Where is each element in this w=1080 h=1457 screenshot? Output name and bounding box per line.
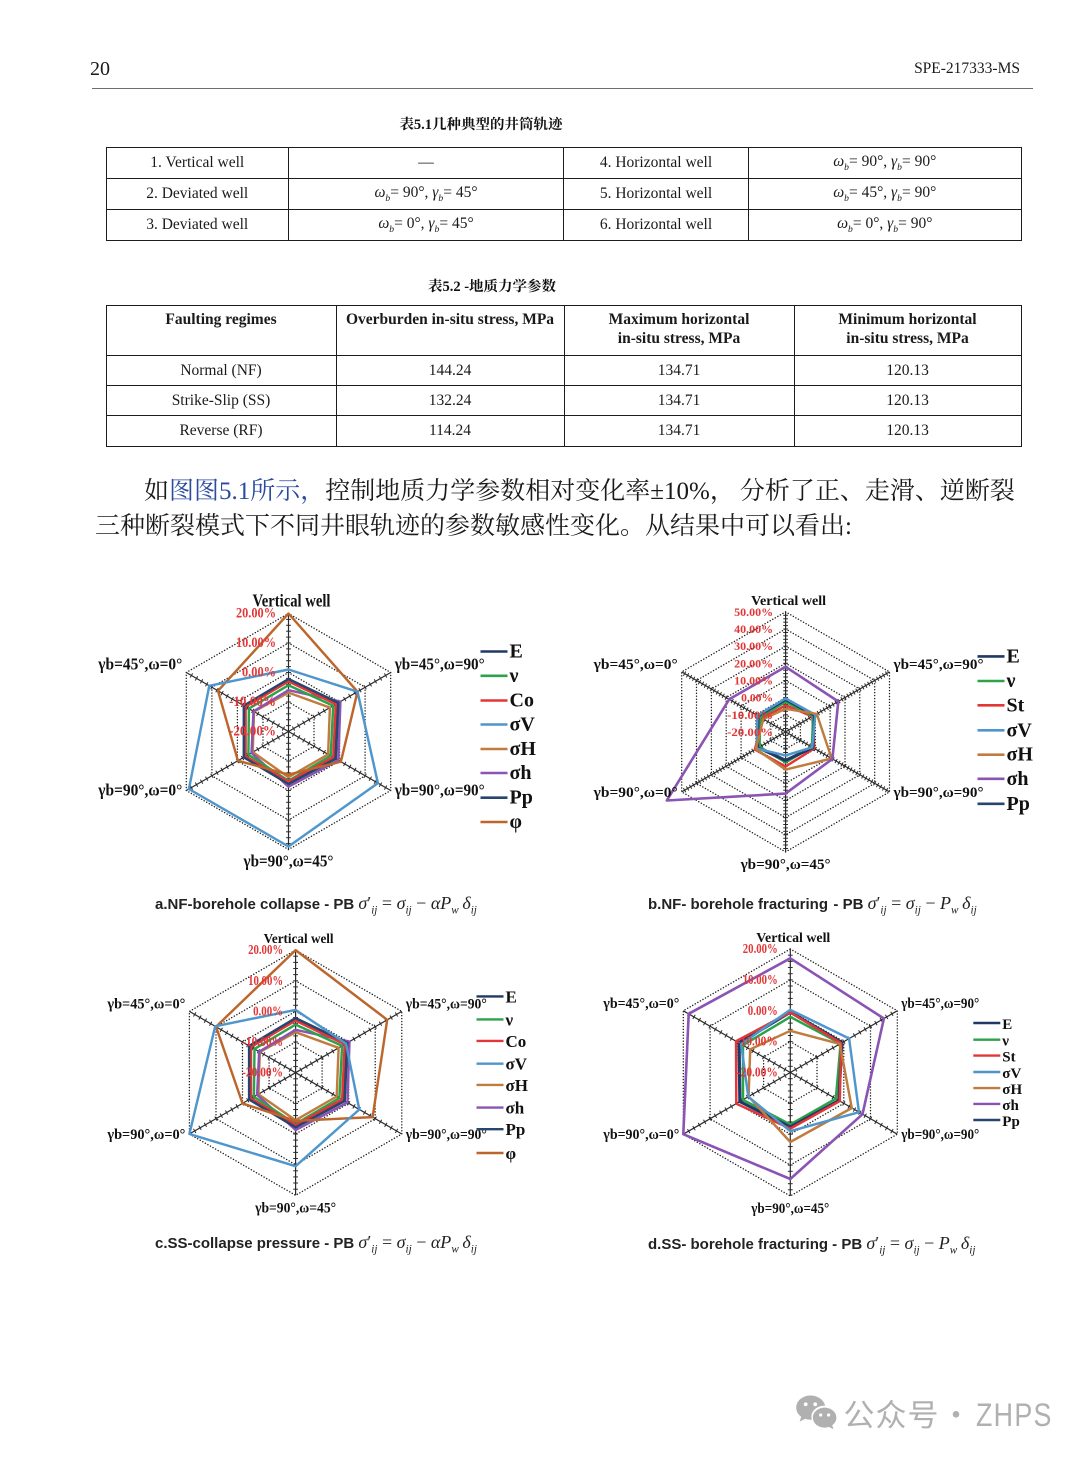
svg-text:-20.00%: -20.00% (737, 1066, 778, 1081)
svg-text:σV: σV (1002, 1066, 1021, 1082)
svg-text:Vertical well: Vertical well (751, 594, 826, 609)
svg-text:Vertical well: Vertical well (264, 931, 334, 946)
svg-text:γb=45°,ω=0°: γb=45°,ω=0° (593, 657, 678, 673)
svg-text:σh: σh (1002, 1098, 1019, 1114)
svg-text:ν: ν (505, 1010, 514, 1029)
svg-text:γb=45°,ω=0°: γb=45°,ω=0° (97, 655, 182, 674)
svg-text:σV: σV (510, 714, 536, 736)
svg-text:0.00%: 0.00% (741, 691, 773, 705)
svg-text:0.00%: 0.00% (253, 1004, 283, 1019)
svg-text:σH: σH (506, 1076, 528, 1095)
svg-text:γb=90°,ω=45°: γb=90°,ω=45° (254, 1200, 336, 1216)
svg-text:σV: σV (1007, 719, 1033, 741)
svg-text:γb=90°,ω=90°: γb=90°,ω=90° (892, 785, 983, 801)
svg-text:γb=90°,ω=45°: γb=90°,ω=45° (243, 852, 334, 871)
svg-text:20.00%: 20.00% (236, 606, 276, 622)
svg-text:Co: Co (510, 690, 534, 712)
svg-text:γb=90°,ω=0°: γb=90°,ω=0° (602, 1127, 679, 1143)
svg-text:ν: ν (1001, 1034, 1009, 1050)
svg-text:σh: σh (506, 1099, 525, 1118)
svg-text:E: E (506, 987, 517, 1006)
svg-text:φ: φ (506, 1144, 517, 1163)
svg-text:20.00%: 20.00% (248, 943, 283, 958)
svg-text:Vertical well: Vertical well (756, 931, 830, 946)
svg-text:σh: σh (510, 762, 532, 784)
svg-text:σH: σH (1002, 1082, 1022, 1098)
svg-text:20.00%: 20.00% (734, 656, 773, 670)
svg-text:γb=90°,ω=45°: γb=90°,ω=45° (750, 1201, 829, 1217)
svg-text:10.00%: 10.00% (248, 974, 283, 989)
svg-text:ν: ν (509, 665, 519, 687)
svg-text:σH: σH (1007, 744, 1034, 766)
svg-text:10.00%: 10.00% (743, 973, 778, 988)
svg-text:σh: σh (1007, 768, 1029, 790)
svg-text:γb=90°,ω=90°: γb=90°,ω=90° (900, 1127, 979, 1143)
svg-text:σH: σH (510, 738, 537, 760)
svg-text:E: E (510, 641, 523, 663)
svg-text:φ: φ (510, 811, 522, 833)
svg-text:0.00%: 0.00% (242, 665, 276, 681)
svg-text:γb=45°,ω=0°: γb=45°,ω=0° (106, 996, 185, 1012)
svg-text:-10.00%: -10.00% (737, 1035, 778, 1050)
svg-text:Co: Co (506, 1032, 527, 1051)
svg-text:Pp: Pp (1007, 793, 1030, 815)
svg-text:γb=90°,ω=90°: γb=90°,ω=90° (405, 1127, 487, 1143)
svg-text:E: E (1002, 1017, 1012, 1033)
svg-text:0.00%: 0.00% (748, 1004, 778, 1019)
svg-text:γb=45°,ω=90°: γb=45°,ω=90° (394, 655, 485, 674)
svg-text:St: St (1002, 1050, 1015, 1066)
svg-text:-10.00%: -10.00% (242, 1035, 283, 1050)
svg-text:γb=45°,ω=90°: γb=45°,ω=90° (405, 996, 487, 1012)
svg-text:Pp: Pp (1002, 1114, 1020, 1130)
svg-text:γb=90°,ω=0°: γb=90°,ω=0° (106, 1127, 185, 1143)
svg-text:-10.00%: -10.00% (727, 708, 773, 722)
svg-text:γb=90°,ω=90°: γb=90°,ω=90° (394, 781, 485, 800)
svg-text:-20.00%: -20.00% (242, 1066, 283, 1081)
svg-text:ν: ν (1006, 670, 1016, 692)
svg-text:γb=45°,ω=90°: γb=45°,ω=90° (892, 657, 983, 673)
svg-text:E: E (1007, 645, 1020, 667)
svg-text:γb=45°,ω=0°: γb=45°,ω=0° (602, 996, 679, 1012)
svg-text:γb=45°,ω=90°: γb=45°,ω=90° (900, 996, 979, 1012)
svg-text:10.00%: 10.00% (236, 635, 276, 651)
svg-text:50.00%: 50.00% (734, 605, 773, 619)
svg-text:-10.00%: -10.00% (229, 694, 276, 710)
svg-text:Vertical well: Vertical well (253, 591, 331, 611)
svg-text:σV: σV (506, 1055, 528, 1074)
svg-text:-20.00%: -20.00% (229, 724, 276, 740)
svg-text:Pp: Pp (506, 1120, 526, 1139)
svg-text:40.00%: 40.00% (734, 622, 773, 636)
svg-text:20.00%: 20.00% (743, 942, 778, 957)
svg-text:30.00%: 30.00% (734, 639, 773, 653)
svg-text:10.00%: 10.00% (734, 674, 773, 688)
svg-text:γb=90°,ω=45°: γb=90°,ω=45° (740, 857, 831, 873)
svg-text:γb=90°,ω=0°: γb=90°,ω=0° (97, 781, 182, 800)
svg-text:Pp: Pp (510, 787, 533, 809)
svg-text:St: St (1007, 694, 1025, 716)
svg-text:γb=90°,ω=0°: γb=90°,ω=0° (593, 785, 678, 801)
svg-text:-20.00%: -20.00% (727, 725, 773, 739)
